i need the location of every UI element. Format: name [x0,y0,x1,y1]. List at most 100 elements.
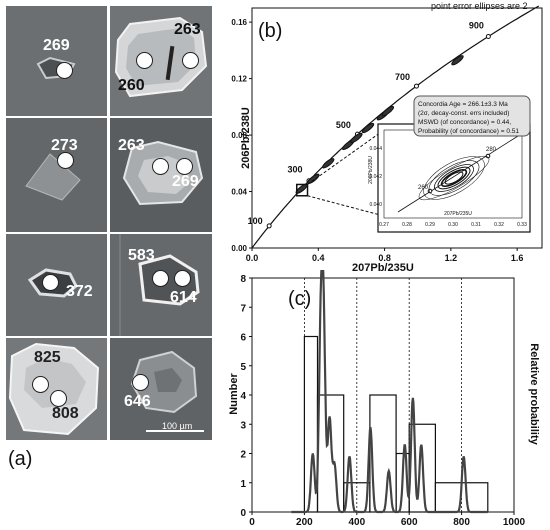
y-tick-label: 5 [240,362,246,373]
zircon-image [6,6,107,116]
x-tick-label: 800 [453,517,470,528]
data-ellipse [451,55,464,66]
x-tick-label: 0 [249,517,255,528]
zoom-leader [307,195,385,217]
zircon-tile-5: 372 [6,234,107,336]
age-marker [485,33,491,39]
header-note: point error ellipses are 2 [431,1,528,11]
inset-ellipse [437,166,471,190]
stats-line: (2σ, decay-const. errs included) [418,110,509,117]
y-tick-label: 2 [240,450,246,461]
panel-letter-c: (c) [288,288,312,310]
data-ellipse [350,132,363,144]
concordia-chart: 0.0 0.4 0.8 1.2 1.6 0.00 0.04 0.08 0.12 0.16 100 30… [231,5,543,263]
zircon-image [6,338,107,440]
age-marker [266,223,272,229]
inset-y-tick-label: 0.044 [369,146,382,152]
age-label: 300 [287,165,302,175]
y-tick-label: 0.00 [231,244,247,253]
y-tick-label: 0.12 [231,75,247,84]
analysis-spot [57,152,74,169]
panel-b-concordia: 0.0 0.4 0.8 1.2 1.6 0.00 0.04 0.08 0.12 0.16 100 30… [218,0,550,274]
panel-a-zircon-images: 269 263 260 273 263 269 [0,0,218,530]
y-tick-label: 8 [240,274,246,285]
x-tick-label: 0.4 [312,253,325,263]
x-tick-label: 1.6 [511,253,524,263]
grain-label: 269 [43,37,70,54]
zircon-tile-7: 825 808 [6,338,107,440]
y-axis-label-left: Number [228,373,240,415]
age-marker [413,83,419,89]
inset-y-tick-label: 0.042 [369,174,382,180]
x-tick-label: 400 [348,517,365,528]
concordia-curve [251,5,540,249]
y-tick-label: 6 [240,333,246,344]
analysis-spot [152,270,169,287]
grain-label: 825 [34,349,61,366]
panel-c-histogram: 0 200 400 600 800 1000 0 1 2 3 4 5 6 7 8 (c) Number Re… [218,270,550,530]
inset-ellipse [418,155,490,201]
y-axis-label: 206Pb/238U [240,107,252,169]
y-tick-label: 0.04 [231,188,247,197]
analysis-spot [50,390,67,407]
y-tick-label: 0.08 [231,131,247,140]
analysis-spot [136,52,153,69]
inset-y-axis-label: 206Pb/238U [368,156,374,184]
y-axis-label-right: Relative probability [528,343,540,445]
analysis-spot [182,52,199,69]
plot-frame [251,7,543,249]
inset-age-label: 260 [418,185,429,191]
grain-label: 646 [124,393,151,410]
age-histogram: 0 200 400 600 800 1000 0 1 2 3 4 5 6 7 8 [240,270,526,528]
y-tick-label: 4 [240,391,246,402]
scale-bar-label: 100 µm [162,421,193,431]
zoom-leader [307,129,385,185]
grain-label: 269 [172,173,199,190]
inset-x-axis-label: 207Pb/235U [444,211,472,217]
inset-concordia [397,135,519,213]
grain-label: 273 [51,137,78,154]
zoom-box [295,183,309,197]
zircon-image [6,118,107,232]
inset-x-tick-label: 0.27 [379,222,389,228]
inset-ellipse [434,164,474,192]
panel-letter-a: (a) [8,448,33,470]
panel-letter-b: (b) [258,20,283,42]
age-label: 100 [248,216,263,226]
inset-x-tick-label: 0.33 [517,222,527,228]
scale-bar [146,430,204,432]
grain-label: 263 [118,137,145,154]
analysis-spot [176,158,193,175]
inset-x-tick-label: 0.28 [402,222,412,228]
inset-x-tick-label: 0.31 [471,222,481,228]
stats-line: MSWD (of concordance) = 0.44, [418,119,511,126]
grain-label: 260 [118,77,145,94]
zircon-tile-4: 263 269 [110,118,212,232]
inset-ellipse [423,156,485,200]
x-tick-label: 1.2 [445,253,458,263]
zircon-image [110,118,212,232]
zircon-tile-3: 273 [6,118,107,232]
probability-curve [291,270,488,514]
zircon-tile-2: 263 260 [110,6,212,116]
zircon-tile-8: 646 100 µm [110,338,212,440]
histogram-bar [316,394,345,513]
data-ellipse [361,122,375,134]
inset-y-tick-label: 0.040 [369,202,382,208]
age-label: 900 [469,20,484,30]
stats-line: Concordia Age = 266.1±3.3 Ma [418,101,508,108]
y-tick-label: 3 [240,420,246,431]
grain-label: 808 [52,405,79,422]
inset-x-tick-label: 0.32 [494,222,504,228]
inset-x-tick-label: 0.29 [425,222,435,228]
inset-x-tick-label: 0.30 [448,222,458,228]
x-tick-label: 0.0 [246,253,259,263]
data-ellipse [381,105,395,117]
zircon-image [110,338,212,440]
inset-age-label: 280 [486,147,497,153]
data-ellipse [322,158,335,169]
stats-line: Probability (of concordance) = 0.51 [418,128,519,135]
inset-ellipse [440,168,468,188]
grain-label: 583 [128,247,155,264]
analysis-spot [32,376,49,393]
